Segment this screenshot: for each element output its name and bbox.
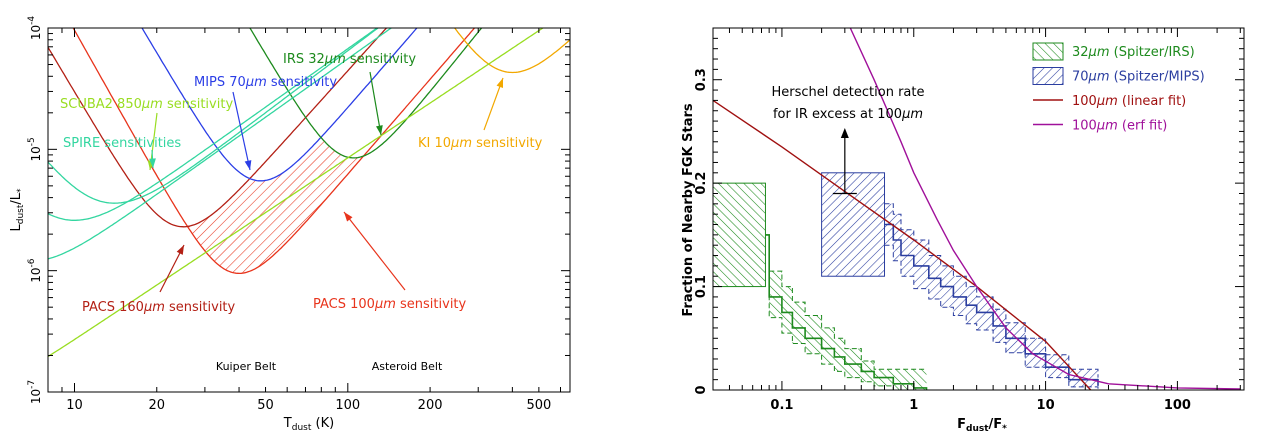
right-plot-frame: [712, 27, 1245, 391]
pacs100-arrow: [343, 211, 406, 291]
x-tick-label: 20: [148, 398, 165, 413]
legend-label-1: 70µm (Spitzer/MIPS): [1072, 70, 1205, 85]
series-0-line: [765, 234, 928, 390]
left-x-axis-label: Tdust (K): [283, 416, 334, 433]
right-y-axis-label: Fraction of Nearby FGK Stars: [681, 103, 696, 317]
ki-arrow: [483, 77, 504, 131]
y-tick-label: 0.2: [694, 172, 709, 195]
sensitivity-curve-4: [453, 28, 570, 74]
y-tick-label: 10-4: [27, 16, 43, 41]
series-0-box: [713, 182, 766, 288]
x-tick-label: 10: [66, 398, 83, 413]
series-3-line: [849, 28, 1241, 390]
kuiper-belt-label: Kuiper Belt: [216, 360, 277, 373]
series-0-band: [765, 234, 927, 390]
spire-arrow: [149, 149, 156, 169]
x-tick-label: 50: [257, 398, 274, 413]
sensitivity-curve-7: [48, 28, 379, 221]
legend-swatch-0: [1032, 42, 1064, 61]
legend-swatch-1: [1032, 67, 1064, 85]
left-chart: 10 20 50 100 200 500 10-7 10-6 10-5 10-4 IRS 32µm …: [9, 16, 571, 433]
series-1-band: [884, 203, 1098, 390]
irs-arrow: [369, 71, 383, 136]
x-tick-label: 0.1: [770, 398, 793, 413]
y-tick-label: 0.3: [694, 68, 709, 91]
sensitivity-curve-6: [48, 28, 393, 260]
series-1-lower: [884, 244, 1099, 390]
y-tick-label: 10-7: [27, 380, 43, 404]
left-y-axis-label: Ldust/L*: [9, 188, 26, 232]
series-1-line: [884, 223, 1099, 386]
y-tick-label: 0.1: [694, 275, 709, 298]
detection-rate-arrowhead: [840, 128, 849, 138]
x-tick-label: 100: [335, 398, 360, 413]
x-tick-label: 500: [526, 398, 551, 413]
mips-arrow: [232, 91, 252, 171]
pacs100-label: PACS 100µm sensitivity: [313, 297, 467, 312]
herschel-annotation-line1: Herschel detection rate: [772, 85, 925, 100]
sensitivity-curve-2: [141, 28, 418, 182]
irs-label: IRS 32µm sensitivity: [283, 52, 416, 67]
series-1-box: [821, 172, 886, 277]
y-tick-label: 10-6: [27, 258, 43, 283]
sensitivity-curve-3: [249, 28, 483, 159]
sensitivity-curve-0: [72, 28, 476, 275]
x-tick-label: 1: [909, 398, 918, 413]
series-0-upper: [765, 234, 927, 370]
pacs160-label: PACS 160µm sensitivity: [82, 300, 236, 315]
right-chart: 0.1 1 10 100 0 0.1 0.2 0.3 Herschel detection ra…: [681, 27, 1245, 434]
x-tick-label: 200: [418, 398, 443, 413]
x-tick-label: 10: [1037, 398, 1055, 413]
ki-label: KI 10µm sensitivity: [418, 136, 543, 151]
sensitivity-curve-8: [48, 28, 380, 204]
herschel-annotation-line2: for IR excess at 100µm: [773, 107, 923, 122]
pacs160-arrow: [159, 244, 185, 293]
mips-label: MIPS 70µm sensitivity: [194, 75, 337, 90]
series-2-line: [713, 99, 1092, 390]
legend-label-2: 100µm (linear fit): [1072, 94, 1186, 109]
sensitivity-curve-1: [48, 28, 388, 228]
sensitivity-curve-5: [48, 28, 545, 358]
spire-label: SPIRE sensitivities: [63, 136, 181, 151]
asteroid-belt-label: Asteroid Belt: [372, 360, 443, 373]
y-tick-label: 0: [694, 385, 709, 394]
legend-label-3: 100µm (erf fit): [1072, 119, 1167, 134]
series-1-upper: [884, 203, 1099, 378]
series-0-lower: [765, 234, 927, 390]
x-tick-label: 100: [1164, 398, 1191, 413]
scuba2-label: SCUBA2 850µm sensitivity: [60, 97, 233, 112]
y-tick-label: 10-5: [27, 137, 43, 161]
right-x-axis-label: Fdust/F*: [957, 417, 1007, 434]
left-plot-frame: [47, 27, 571, 393]
legend-label-0: 32µm (Spitzer/IRS): [1072, 45, 1195, 60]
